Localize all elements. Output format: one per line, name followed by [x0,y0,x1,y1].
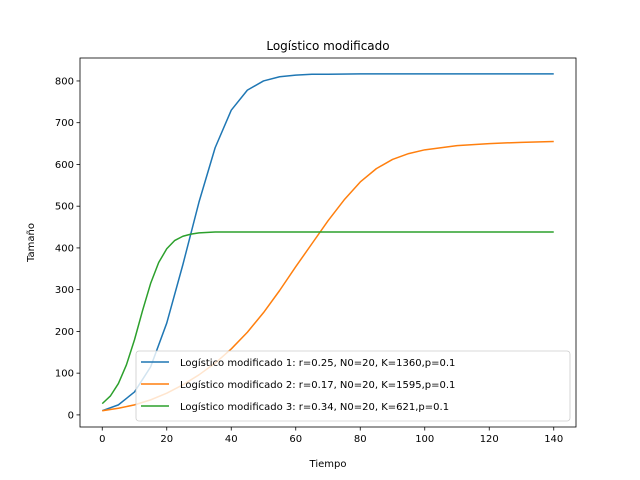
y-tick-label-400: 400 [55,243,74,254]
x-tick-label-140: 140 [544,434,563,445]
y-tick-label-200: 200 [55,327,74,338]
y-tick-label-300: 300 [55,285,74,296]
y-tick-label-700: 700 [55,118,74,129]
x-tick-label-120: 120 [480,434,499,445]
plot-frame [79,57,577,428]
y-tick-label-500: 500 [55,202,74,213]
y-tick-label-100: 100 [55,369,74,380]
legend-label-1: Logístico modificado 1: r=0.25, N0=20, K… [180,357,455,369]
x-tick-label-80: 80 [354,434,367,445]
x-tick-label-20: 20 [160,434,173,445]
legend: Logístico modificado 1: r=0.25, N0=20, K… [135,350,571,422]
axes: 0 20 40 60 80 100 120 140 0 100 200 300 400 500 600 700… [55,57,577,445]
series-line-3 [101,231,554,405]
legend-box [135,350,571,422]
x-axis-label: Tiempo [309,459,347,470]
y-tick-label-600: 600 [55,160,74,171]
series-line-1 [101,73,554,412]
y-tick-label-800: 800 [55,76,74,87]
legend-label-2: Logístico modificado 2: r=0.17, N0=20, K… [180,379,455,391]
y-axis-label: Tamaño [26,223,37,263]
chart-title: Logístico modificado [266,39,389,53]
x-tick-label-40: 40 [225,434,238,445]
x-tick-label-60: 60 [289,434,302,445]
legend-label-3: Logístico modificado 3: r=0.34, N0=20, K… [180,401,449,413]
y-tick-label-0: 0 [68,410,74,421]
x-tick-label-100: 100 [415,434,434,445]
x-tick-label-0: 0 [99,434,105,445]
